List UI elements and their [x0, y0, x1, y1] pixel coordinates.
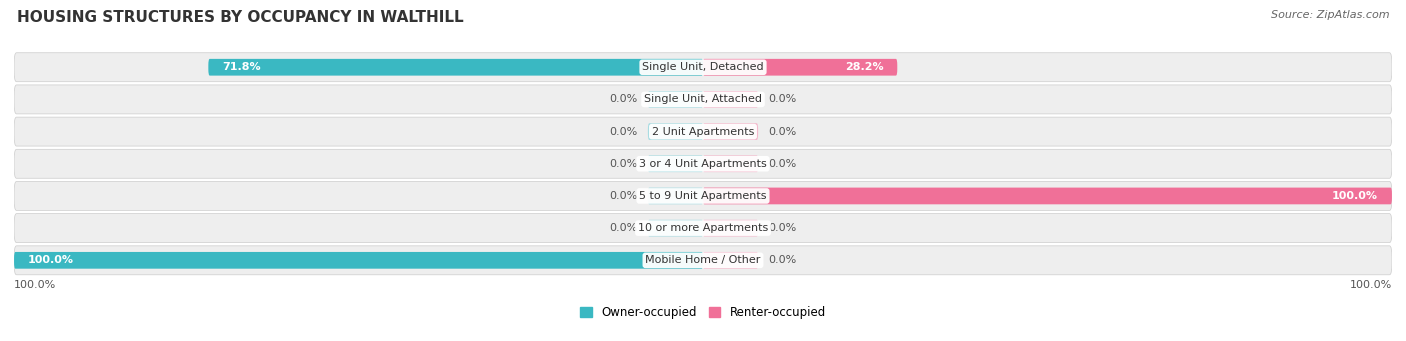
Text: 0.0%: 0.0% [609, 159, 637, 169]
Text: 100.0%: 100.0% [14, 280, 56, 290]
FancyBboxPatch shape [648, 188, 703, 204]
FancyBboxPatch shape [648, 123, 703, 140]
Text: 0.0%: 0.0% [609, 191, 637, 201]
FancyBboxPatch shape [14, 117, 1392, 146]
FancyBboxPatch shape [14, 149, 1392, 178]
Text: 0.0%: 0.0% [769, 94, 797, 104]
FancyBboxPatch shape [703, 252, 758, 269]
FancyBboxPatch shape [703, 155, 758, 172]
Text: 10 or more Apartments: 10 or more Apartments [638, 223, 768, 233]
FancyBboxPatch shape [703, 59, 897, 76]
Legend: Owner-occupied, Renter-occupied: Owner-occupied, Renter-occupied [575, 301, 831, 324]
Text: 5 to 9 Unit Apartments: 5 to 9 Unit Apartments [640, 191, 766, 201]
FancyBboxPatch shape [14, 214, 1392, 242]
Text: Source: ZipAtlas.com: Source: ZipAtlas.com [1271, 10, 1389, 20]
Text: 100.0%: 100.0% [28, 255, 75, 265]
FancyBboxPatch shape [703, 220, 758, 237]
Text: Single Unit, Detached: Single Unit, Detached [643, 62, 763, 72]
FancyBboxPatch shape [648, 91, 703, 108]
FancyBboxPatch shape [703, 188, 1392, 204]
Text: 0.0%: 0.0% [769, 223, 797, 233]
Text: 2 Unit Apartments: 2 Unit Apartments [652, 127, 754, 137]
Text: 0.0%: 0.0% [609, 127, 637, 137]
Text: 100.0%: 100.0% [1350, 280, 1392, 290]
FancyBboxPatch shape [703, 91, 758, 108]
FancyBboxPatch shape [648, 220, 703, 237]
FancyBboxPatch shape [14, 181, 1392, 210]
FancyBboxPatch shape [208, 59, 703, 76]
FancyBboxPatch shape [14, 246, 1392, 275]
Text: 71.8%: 71.8% [222, 62, 260, 72]
FancyBboxPatch shape [703, 123, 758, 140]
Text: 0.0%: 0.0% [769, 255, 797, 265]
Text: 0.0%: 0.0% [769, 127, 797, 137]
FancyBboxPatch shape [14, 53, 1392, 82]
Text: 28.2%: 28.2% [845, 62, 883, 72]
Text: Single Unit, Attached: Single Unit, Attached [644, 94, 762, 104]
Text: 0.0%: 0.0% [609, 94, 637, 104]
FancyBboxPatch shape [648, 155, 703, 172]
Text: 100.0%: 100.0% [1331, 191, 1378, 201]
Text: 0.0%: 0.0% [769, 159, 797, 169]
FancyBboxPatch shape [14, 252, 703, 269]
Text: 0.0%: 0.0% [609, 223, 637, 233]
Text: 3 or 4 Unit Apartments: 3 or 4 Unit Apartments [640, 159, 766, 169]
Text: HOUSING STRUCTURES BY OCCUPANCY IN WALTHILL: HOUSING STRUCTURES BY OCCUPANCY IN WALTH… [17, 10, 464, 25]
Text: Mobile Home / Other: Mobile Home / Other [645, 255, 761, 265]
FancyBboxPatch shape [14, 85, 1392, 114]
